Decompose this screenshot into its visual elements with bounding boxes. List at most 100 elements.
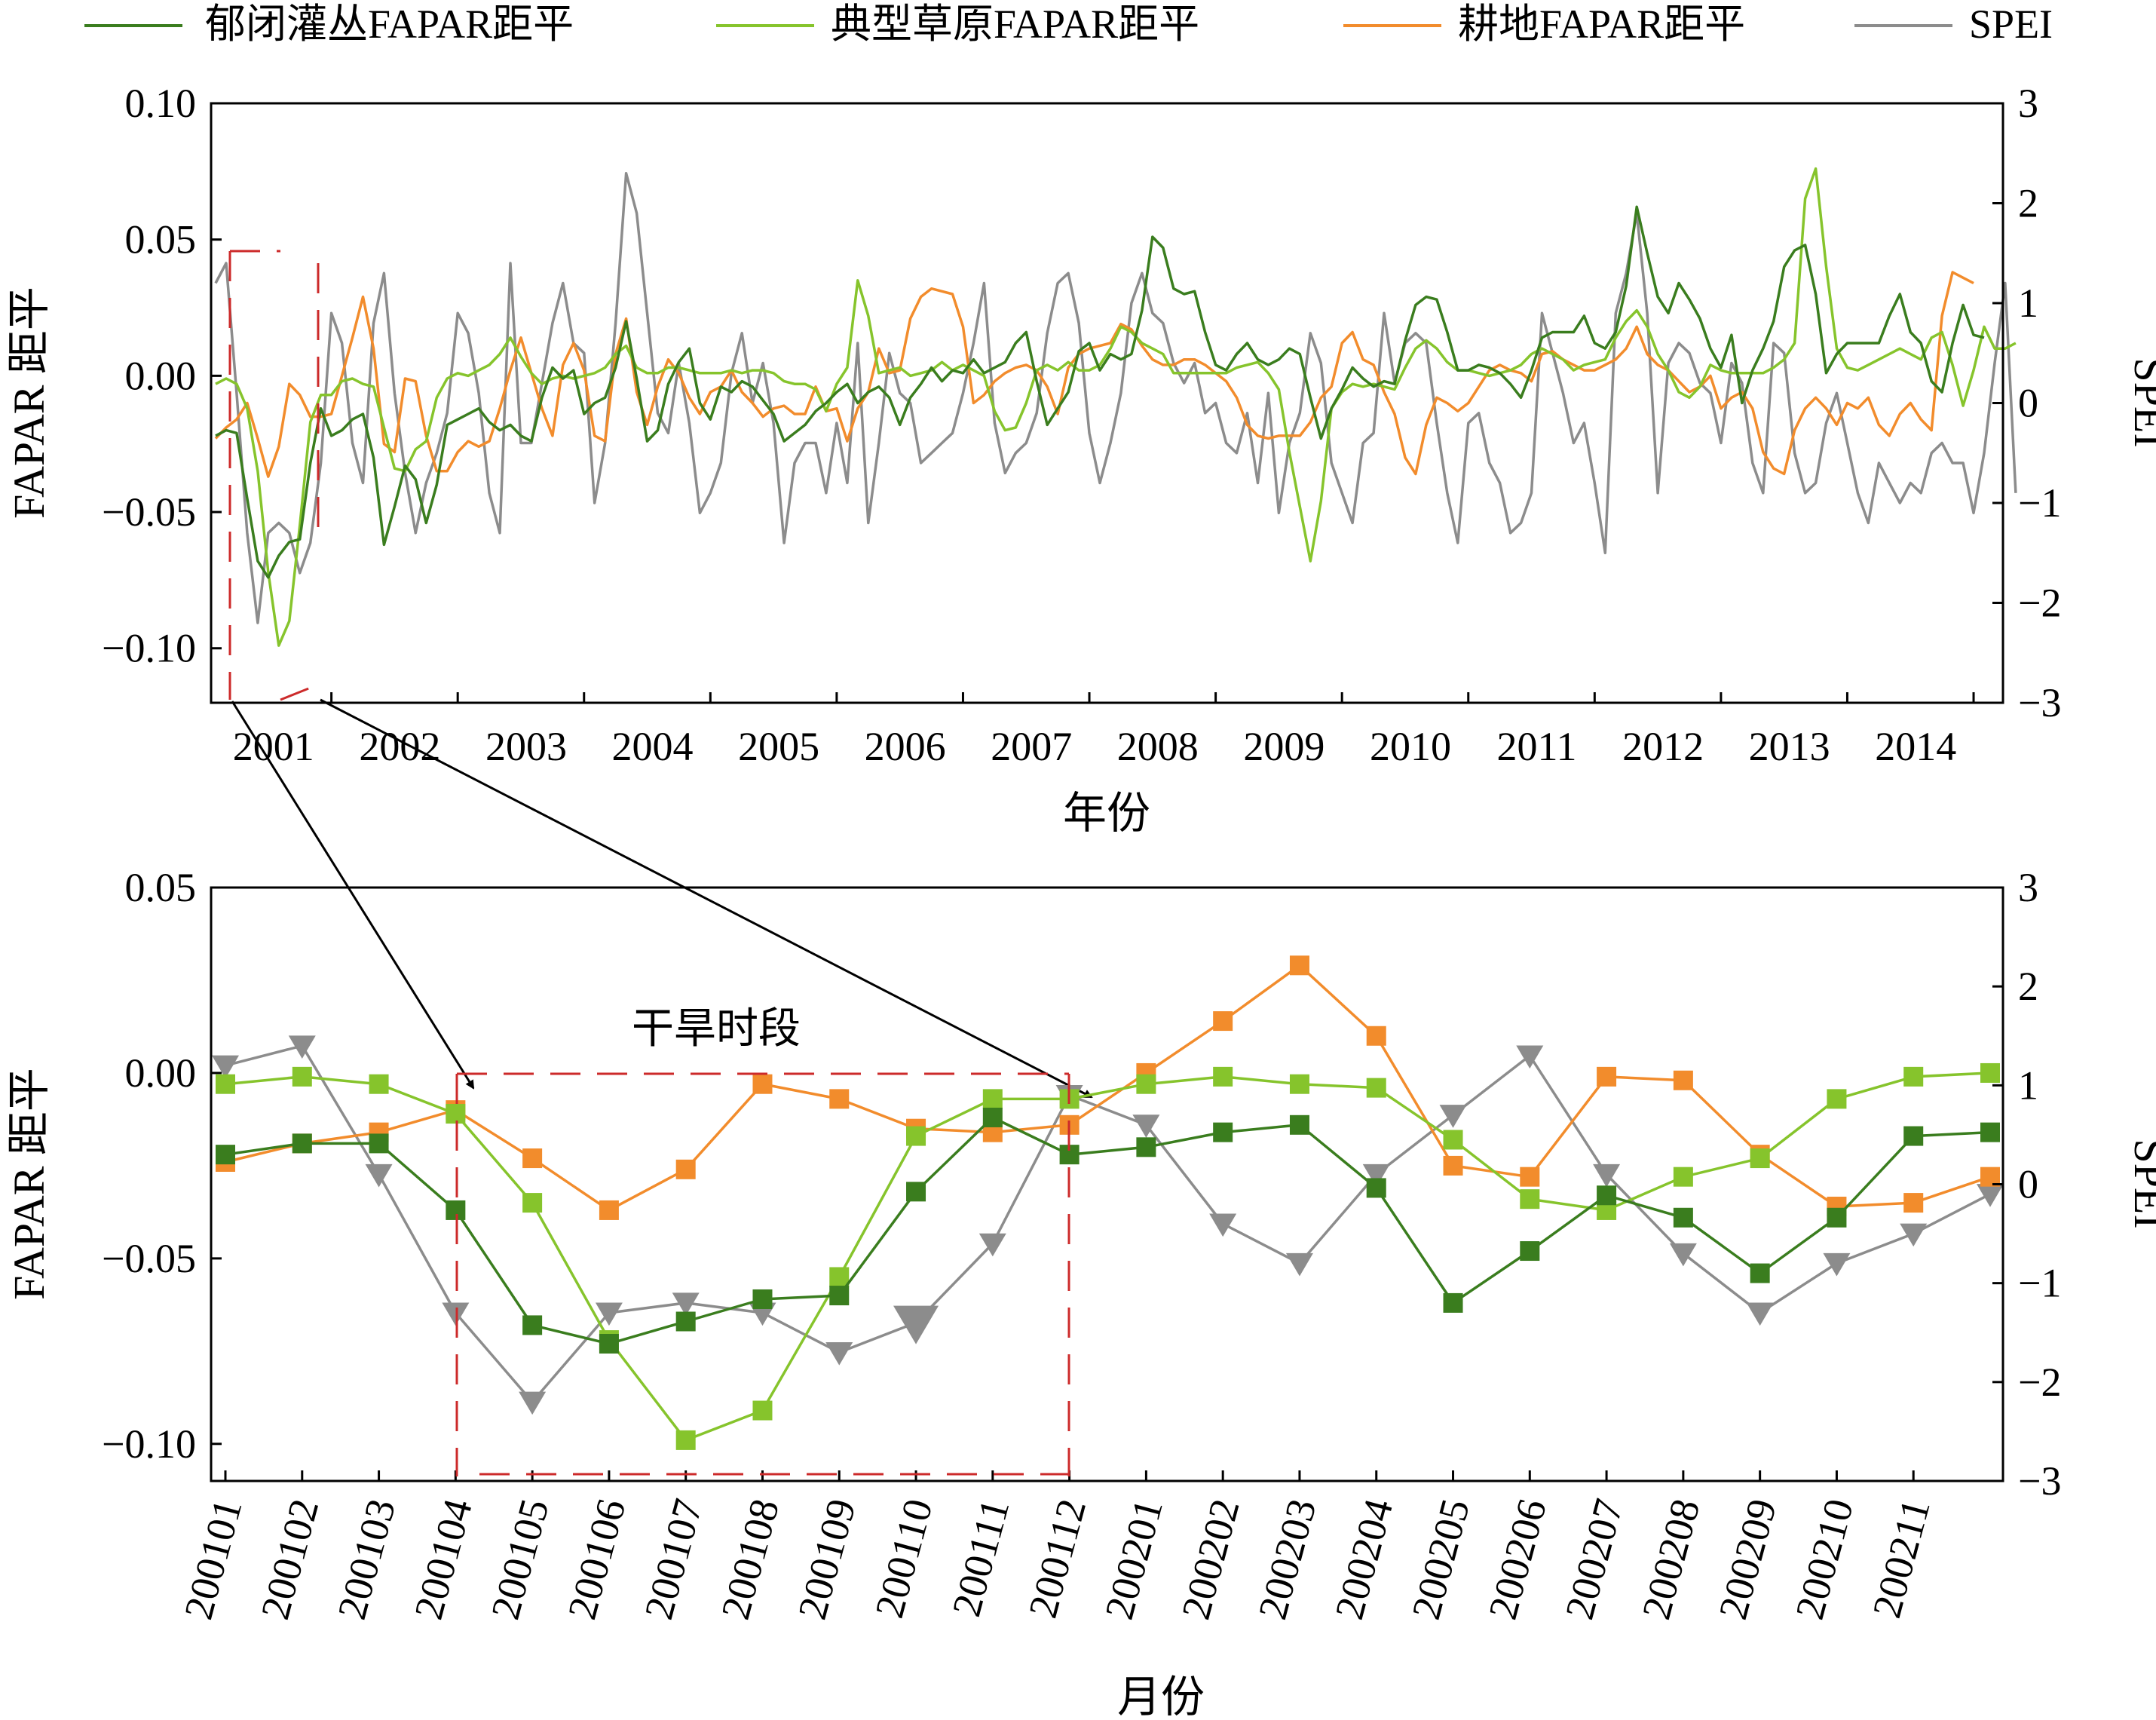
bottom-marker-shrub <box>675 1311 696 1332</box>
bottom-xtick-label: 200210 <box>1787 1495 1862 1624</box>
bottom-marker-shrub <box>1673 1207 1693 1228</box>
bottom-yticks-left: 0.05 0.00 −0.05 −0.10 <box>102 865 222 1467</box>
top-x-axis-title: 年份 <box>1063 789 1150 838</box>
bottom-series-line-spei <box>225 1044 1991 1403</box>
zoom-arrow-right <box>320 698 1093 1099</box>
bottom-marker-spei <box>893 1305 939 1344</box>
bottom-marker-grassland <box>982 1089 1003 1109</box>
bottom-xtick-label: 200106 <box>559 1495 635 1624</box>
bottom-marker-spei <box>288 1035 316 1059</box>
bottom-marker-spei <box>1900 1223 1928 1247</box>
bottom-marker-grassland <box>292 1066 312 1087</box>
bottom-marker-grassland <box>1673 1167 1693 1187</box>
zoom-connector-arrows <box>231 698 1093 1099</box>
top-xtick-label: 2008 <box>1117 724 1199 769</box>
legend-item-shrub: 郁闭灌丛FAPAR距平 <box>84 2 574 47</box>
drought-period-box <box>455 1072 1070 1476</box>
bottom-marker-spei <box>365 1164 393 1188</box>
top-ytick-left-label: 0.10 <box>125 81 197 126</box>
bottom-ytick-right-label: 2 <box>2018 964 2038 1009</box>
bottom-marker-cropland <box>522 1148 543 1169</box>
top-y-axis-title-right: SPEI <box>2125 357 2156 447</box>
top-xtick-label: 2009 <box>1243 724 1325 769</box>
bottom-xtick-label: 200203 <box>1250 1495 1325 1624</box>
top-ytick-left-label: 0.05 <box>125 217 197 262</box>
bottom-xtick-label: 200101 <box>176 1495 251 1624</box>
bottom-marker-spei <box>1669 1243 1697 1267</box>
bottom-plot-frame <box>210 886 2004 1482</box>
drought-period-annotation: 干旱时段 <box>632 1006 801 1053</box>
bottom-xtick-label: 200102 <box>252 1495 327 1624</box>
bottom-ytick-left-label: −0.05 <box>102 1236 196 1281</box>
bottom-xtick-label: 200201 <box>1096 1495 1171 1624</box>
top-series-line-cropland <box>214 271 1974 478</box>
bottom-xtick-label: 200207 <box>1557 1495 1632 1624</box>
bottom-marker-grassland <box>1980 1062 2000 1083</box>
top-xtick-label: 2014 <box>1875 724 1956 769</box>
bottom-ytick-right-label: −2 <box>2018 1360 2061 1405</box>
bottom-marker-shrub <box>752 1289 773 1309</box>
bottom-xtick-label: 200105 <box>482 1495 558 1624</box>
bottom-marker-shrub <box>1289 1114 1309 1135</box>
bottom-marker-spei <box>1977 1184 2004 1207</box>
bottom-xtick-label: 200110 <box>866 1495 941 1623</box>
top-ytick-right-label: −2 <box>2018 581 2061 626</box>
bottom-marker-spei <box>1593 1164 1621 1188</box>
bottom-series-line-cropland <box>225 964 1991 1212</box>
bottom-marker-grassland <box>1750 1148 1770 1169</box>
bottom-marker-spei <box>519 1391 547 1415</box>
legend-label-grassland: 典型草原FAPAR距平 <box>831 2 1199 47</box>
bottom-series-group <box>212 955 2004 1450</box>
top-ytick-left-label: 0.00 <box>125 353 197 398</box>
bottom-ytick-right-label: 0 <box>2018 1162 2038 1207</box>
bottom-xtick-label: 200107 <box>635 1495 711 1624</box>
bottom-x-axis-title: 月份 <box>1117 1672 1205 1720</box>
bottom-marker-spei <box>1439 1105 1467 1128</box>
bottom-marker-spei <box>1362 1164 1390 1188</box>
top-xtick-label: 2003 <box>485 724 567 769</box>
top-series-line-grassland <box>215 167 2017 647</box>
drought-highlight-box <box>228 250 320 701</box>
top-xtick-label: 2007 <box>991 724 1072 769</box>
bottom-yticks-right: 3 2 1 0 −1 −2 −3 <box>1992 865 2061 1504</box>
bottom-y-axis-title-right: SPEI <box>2125 1139 2156 1228</box>
legend: 郁闭灌丛FAPAR距平 典型草原FAPAR距平 耕地FAPAR距平 SPEI <box>84 2 2053 47</box>
bottom-marker-shrub <box>599 1334 619 1354</box>
bottom-marker-shrub <box>982 1107 1003 1127</box>
bottom-marker-shrub <box>1980 1122 2000 1142</box>
top-series-group <box>214 167 2017 647</box>
bottom-marker-shrub <box>906 1182 926 1202</box>
legend-label-spei: SPEI <box>1969 2 2053 47</box>
top-xtick-label: 2002 <box>359 724 440 769</box>
top-ytick-right-label: 0 <box>2018 381 2038 426</box>
bottom-marker-shrub <box>522 1315 543 1335</box>
top-xtick-label: 2011 <box>1497 724 1577 769</box>
top-ytick-right-label: 2 <box>2018 181 2038 226</box>
bottom-marker-grassland <box>829 1267 850 1287</box>
bottom-marker-grassland <box>906 1126 926 1146</box>
bottom-xtick-label: 200104 <box>406 1495 481 1624</box>
top-ytick-left-label: −0.05 <box>102 489 196 535</box>
bottom-ytick-right-label: −3 <box>2018 1458 2061 1504</box>
bottom-marker-grassland <box>1136 1074 1156 1094</box>
bottom-xtick-label: 200111 <box>944 1495 1018 1621</box>
bottom-ytick-left-label: −0.10 <box>102 1421 196 1467</box>
bottom-xtick-label: 200109 <box>789 1495 865 1624</box>
bottom-marker-shrub <box>1366 1178 1386 1198</box>
top-xtick-label: 2013 <box>1749 724 1830 769</box>
bottom-ytick-right-label: 3 <box>2018 865 2038 910</box>
bottom-marker-shrub <box>1827 1207 1847 1228</box>
bottom-xtick-label: 200103 <box>329 1495 404 1624</box>
bottom-marker-spei <box>978 1233 1006 1257</box>
bottom-xtick-label: 200112 <box>1020 1495 1095 1623</box>
top-xtick-label: 2012 <box>1622 724 1704 769</box>
bottom-marker-spei <box>672 1292 700 1316</box>
bottom-marker-cropland <box>1597 1066 1617 1087</box>
bottom-marker-shrub <box>446 1200 466 1220</box>
bottom-marker-grassland <box>1443 1130 1463 1150</box>
bottom-marker-shrub <box>292 1133 312 1154</box>
bottom-marker-grassland <box>1520 1189 1540 1210</box>
bottom-marker-cropland <box>1520 1167 1540 1187</box>
